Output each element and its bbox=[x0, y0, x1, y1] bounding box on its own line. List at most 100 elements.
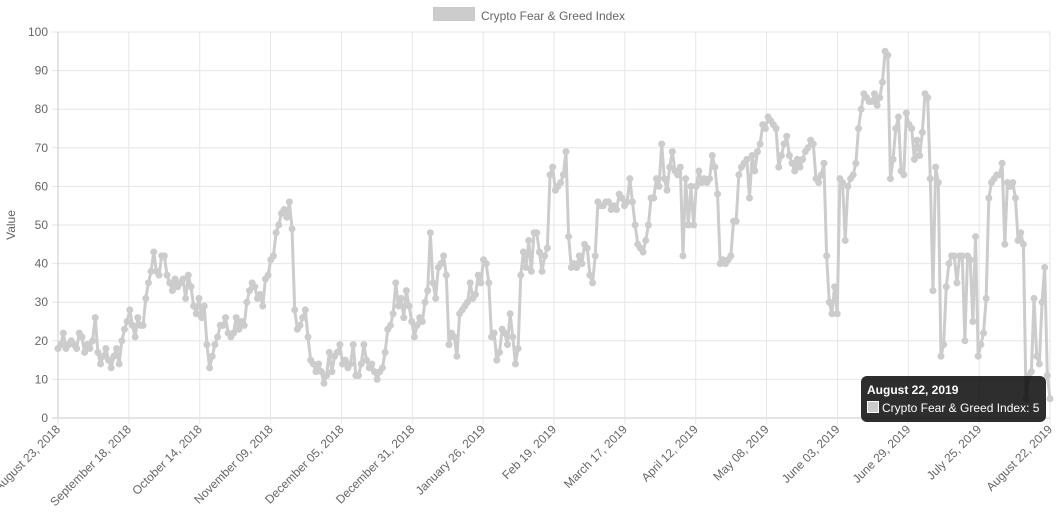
data-point[interactable] bbox=[562, 148, 570, 156]
data-point[interactable] bbox=[450, 333, 458, 341]
data-point[interactable] bbox=[823, 252, 831, 260]
data-point[interactable] bbox=[86, 345, 94, 353]
data-point[interactable] bbox=[605, 198, 613, 206]
data-point[interactable] bbox=[323, 372, 331, 380]
data-point[interactable] bbox=[900, 171, 908, 179]
data-point[interactable] bbox=[849, 171, 857, 179]
data-point[interactable] bbox=[91, 314, 99, 322]
data-point[interactable] bbox=[102, 345, 110, 353]
data-point[interactable] bbox=[527, 267, 535, 275]
data-point[interactable] bbox=[695, 167, 703, 175]
data-point[interactable] bbox=[926, 175, 934, 183]
data-point[interactable] bbox=[852, 159, 860, 167]
data-point[interactable] bbox=[753, 148, 761, 156]
data-point[interactable] bbox=[785, 152, 793, 160]
data-point[interactable] bbox=[732, 217, 740, 225]
data-point[interactable] bbox=[320, 379, 328, 387]
data-point[interactable] bbox=[437, 260, 445, 268]
data-point[interactable] bbox=[934, 179, 942, 187]
data-point[interactable] bbox=[666, 163, 674, 171]
data-point[interactable] bbox=[206, 364, 214, 372]
data-point[interactable] bbox=[355, 372, 363, 380]
data-point[interactable] bbox=[961, 337, 969, 345]
data-point[interactable] bbox=[777, 152, 785, 160]
data-point[interactable] bbox=[690, 221, 698, 229]
data-point[interactable] bbox=[341, 356, 349, 364]
data-point[interactable] bbox=[796, 163, 804, 171]
data-point[interactable] bbox=[820, 159, 828, 167]
data-point[interactable] bbox=[692, 182, 700, 190]
data-point[interactable] bbox=[674, 171, 682, 179]
data-point[interactable] bbox=[485, 279, 493, 287]
data-point[interactable] bbox=[296, 321, 304, 329]
data-point[interactable] bbox=[916, 152, 924, 160]
data-point[interactable] bbox=[466, 279, 474, 287]
data-point[interactable] bbox=[868, 97, 876, 105]
data-point[interactable] bbox=[929, 287, 937, 295]
data-point[interactable] bbox=[222, 314, 230, 322]
data-point[interactable] bbox=[120, 325, 128, 333]
data-point[interactable] bbox=[128, 321, 136, 329]
data-point[interactable] bbox=[464, 298, 472, 306]
data-point[interactable] bbox=[1033, 352, 1041, 360]
data-point[interactable] bbox=[788, 159, 796, 167]
data-point[interactable] bbox=[336, 341, 344, 349]
data-point[interactable] bbox=[791, 167, 799, 175]
data-point[interactable] bbox=[1009, 179, 1017, 187]
data-point[interactable] bbox=[799, 155, 807, 163]
data-point[interactable] bbox=[288, 225, 296, 233]
data-point[interactable] bbox=[982, 294, 990, 302]
data-point[interactable] bbox=[432, 294, 440, 302]
data-point[interactable] bbox=[761, 125, 769, 132]
data-point[interactable] bbox=[884, 51, 892, 59]
data-point[interactable] bbox=[908, 125, 916, 132]
data-point[interactable] bbox=[998, 159, 1006, 167]
data-point[interactable] bbox=[894, 113, 902, 121]
data-point[interactable] bbox=[804, 144, 812, 152]
data-point[interactable] bbox=[280, 206, 288, 214]
data-point[interactable] bbox=[304, 333, 312, 341]
data-point[interactable] bbox=[1001, 240, 1009, 248]
data-point[interactable] bbox=[445, 341, 453, 349]
data-point[interactable] bbox=[985, 194, 993, 202]
data-point[interactable] bbox=[426, 229, 434, 237]
data-point[interactable] bbox=[809, 140, 817, 148]
data-point[interactable] bbox=[333, 348, 341, 356]
data-point[interactable] bbox=[240, 321, 248, 329]
data-point[interactable] bbox=[81, 348, 89, 356]
data-point[interactable] bbox=[214, 333, 222, 341]
data-point[interactable] bbox=[402, 287, 410, 295]
data-point[interactable] bbox=[89, 337, 97, 345]
data-point[interactable] bbox=[166, 279, 174, 287]
data-point[interactable] bbox=[522, 263, 530, 271]
data-point[interactable] bbox=[945, 260, 953, 268]
data-point[interactable] bbox=[825, 298, 833, 306]
data-point[interactable] bbox=[408, 318, 416, 325]
data-point[interactable] bbox=[501, 329, 509, 337]
data-point[interactable] bbox=[1046, 395, 1054, 403]
data-point[interactable] bbox=[841, 236, 849, 244]
data-point[interactable] bbox=[285, 198, 293, 206]
data-point[interactable] bbox=[73, 345, 81, 353]
data-point[interactable] bbox=[163, 271, 171, 279]
data-point[interactable] bbox=[429, 279, 437, 287]
data-point[interactable] bbox=[78, 333, 86, 341]
data-point[interactable] bbox=[195, 294, 203, 302]
data-point[interactable] bbox=[230, 329, 238, 337]
data-point[interactable] bbox=[706, 175, 714, 183]
data-point[interactable] bbox=[235, 325, 243, 333]
data-point[interactable] bbox=[410, 333, 418, 341]
data-point[interactable] bbox=[347, 360, 355, 368]
data-point[interactable] bbox=[995, 171, 1003, 179]
data-point[interactable] bbox=[57, 341, 65, 349]
data-point[interactable] bbox=[942, 283, 950, 291]
data-point[interactable] bbox=[373, 375, 381, 383]
data-point[interactable] bbox=[613, 206, 620, 214]
data-point[interactable] bbox=[533, 229, 541, 237]
data-point[interactable] bbox=[243, 298, 251, 306]
data-point[interactable] bbox=[190, 302, 198, 310]
data-point[interactable] bbox=[940, 341, 948, 349]
data-point[interactable] bbox=[541, 252, 549, 260]
data-point[interactable] bbox=[203, 341, 211, 349]
data-point[interactable] bbox=[535, 248, 543, 256]
